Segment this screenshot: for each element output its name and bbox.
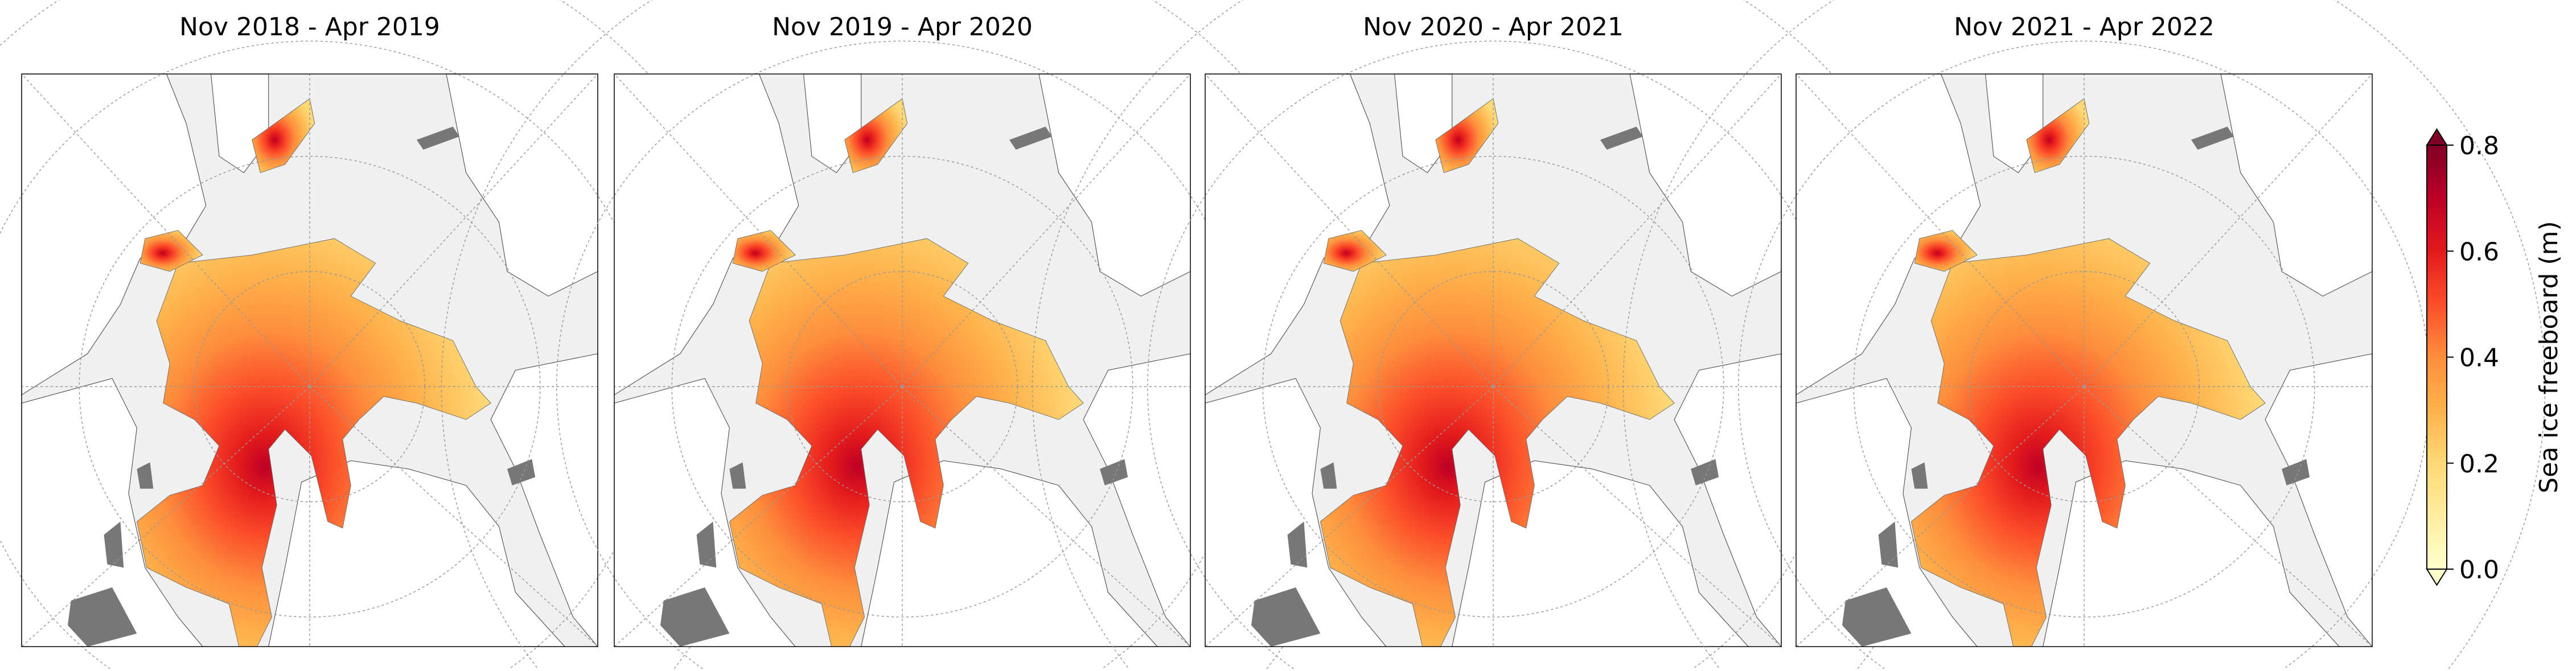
- lake: [67, 587, 137, 647]
- graticule: [1622, 0, 2546, 671]
- lake: [416, 126, 460, 150]
- graticule: [902, 73, 1191, 387]
- panel-title: Nov 2021 - Apr 2022: [1954, 13, 2215, 42]
- colorbar-tick-label: 0.6: [2459, 237, 2499, 266]
- graticule: [1493, 73, 1782, 387]
- lake: [1842, 587, 1912, 647]
- map-panel: [0, 0, 771, 671]
- lake: [1690, 459, 1719, 485]
- sea-ice: [252, 98, 315, 174]
- panel-frame: [21, 73, 598, 647]
- graticule: [1205, 73, 1494, 387]
- sea-ice: [729, 238, 1084, 647]
- graticule: [671, 155, 1133, 618]
- sea-ice: [1320, 238, 1675, 647]
- sea-ice: [139, 230, 203, 272]
- lake: [104, 521, 124, 568]
- graticule: [2084, 73, 2373, 387]
- colorbar-tick-label: 0.8: [2459, 131, 2499, 160]
- lake: [1099, 459, 1128, 485]
- panel-frame: [1796, 73, 2373, 647]
- graticule: [1796, 73, 2085, 387]
- lake: [1600, 126, 1644, 150]
- graticule: [1262, 155, 1724, 618]
- graticule: [309, 386, 598, 647]
- graticule: [614, 386, 903, 647]
- lake: [696, 521, 717, 568]
- lake: [1878, 521, 1899, 568]
- panel-frame: [614, 73, 1191, 647]
- graticule: [1205, 386, 1494, 647]
- sea-ice: [1435, 98, 1499, 174]
- lake: [1320, 462, 1337, 489]
- colorbar-label: Sea ice freeboard (m): [2534, 221, 2563, 493]
- sea-ice: [844, 98, 908, 174]
- sea-ice: [732, 230, 796, 272]
- colorbar-extend-min: [2426, 569, 2448, 586]
- graticule: [614, 73, 903, 387]
- panel-title: Nov 2020 - Apr 2021: [1363, 13, 1624, 42]
- graticule: [902, 386, 1191, 647]
- sea-ice: [1911, 238, 2266, 647]
- sea-ice: [1323, 230, 1387, 272]
- lake: [137, 462, 154, 489]
- lake: [1911, 462, 1928, 489]
- colorbar-tick-label: 0.4: [2459, 344, 2499, 373]
- graticule: [1493, 386, 1782, 647]
- sea-ice: [136, 238, 491, 647]
- panel-frame: [1205, 73, 1782, 647]
- panel-title: Nov 2018 - Apr 2019: [179, 13, 440, 42]
- lake: [1009, 126, 1053, 150]
- graticule: [2084, 386, 2373, 647]
- graticule: [21, 73, 310, 387]
- graticule: [1853, 155, 2315, 618]
- sea-ice: [1914, 230, 1978, 272]
- sea-ice: [2026, 98, 2090, 174]
- lake: [1251, 587, 1321, 647]
- graticule: [1796, 386, 2085, 647]
- colorbar-extend-max: [2426, 128, 2448, 146]
- lake: [2281, 459, 2310, 485]
- map-panel: [1622, 0, 2546, 671]
- graticule: [79, 155, 541, 618]
- map-panel: [1032, 0, 1955, 671]
- colorbar-tick-label: 0.0: [2459, 555, 2499, 584]
- graticule: [21, 386, 310, 647]
- colorbar-tick-label: 0.2: [2459, 450, 2499, 479]
- lake: [660, 587, 730, 647]
- map-panel: [441, 0, 1364, 671]
- lake: [507, 459, 536, 485]
- lake: [729, 462, 746, 489]
- graticule: [309, 73, 598, 387]
- panel-title: Nov 2019 - Apr 2020: [772, 13, 1033, 42]
- lake: [1287, 521, 1308, 568]
- colorbar: [2427, 145, 2447, 569]
- lake: [2191, 126, 2234, 150]
